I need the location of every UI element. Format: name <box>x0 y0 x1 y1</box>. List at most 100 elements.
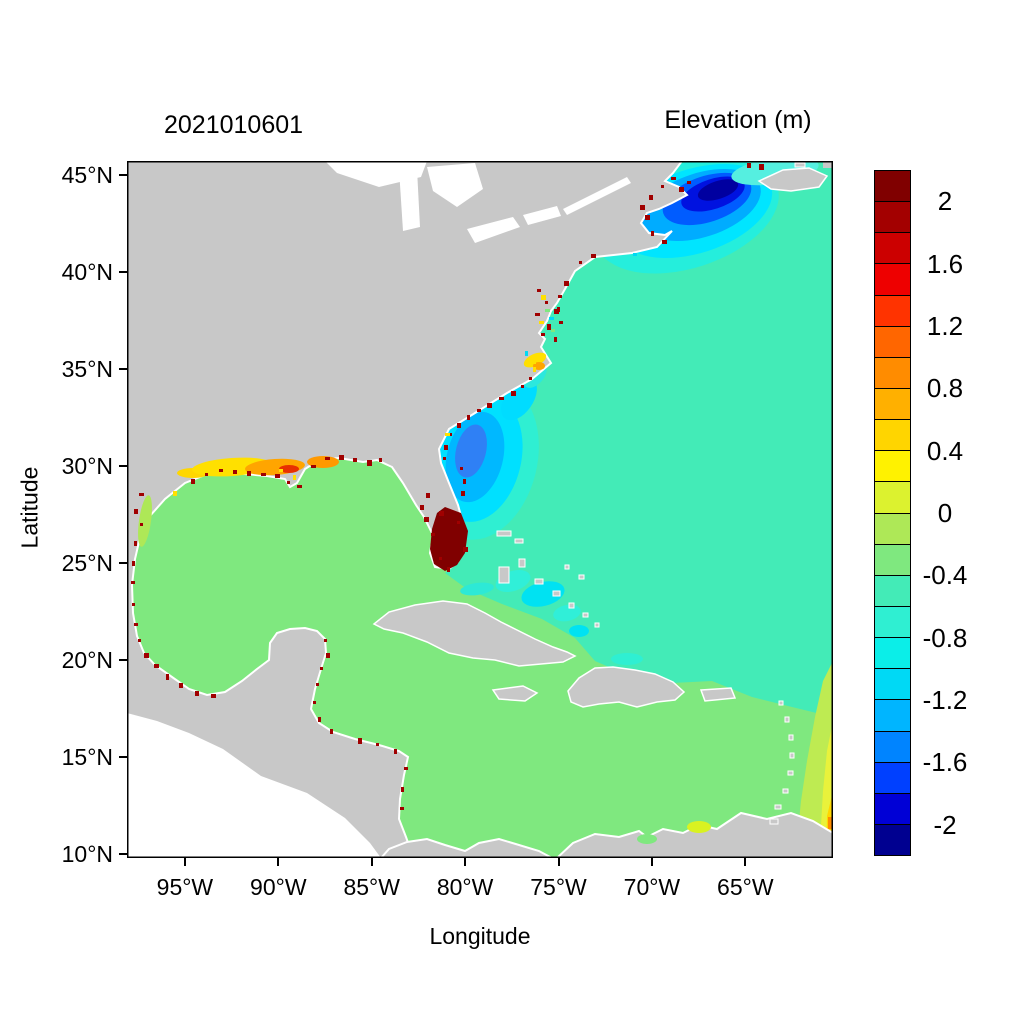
colorbar-segment <box>875 700 910 732</box>
speckle <box>138 639 141 642</box>
x-tick-mark <box>370 858 373 866</box>
islet <box>784 716 790 723</box>
land-cuba <box>372 600 577 667</box>
speckle <box>541 295 546 300</box>
speckle <box>651 231 654 236</box>
islet <box>496 530 512 537</box>
speckle <box>487 403 492 408</box>
x-tick-label: 95°W <box>156 874 214 900</box>
x-tick-mark <box>557 858 560 866</box>
colorbar-tick-label: 0 <box>937 498 953 528</box>
delta-red <box>279 465 299 473</box>
y-tick-label: 15°N <box>61 744 113 771</box>
colorbar-segment <box>875 513 910 545</box>
speckle <box>219 469 223 472</box>
speckle <box>633 253 637 256</box>
straits-cyan <box>460 582 494 596</box>
speckle <box>316 683 319 686</box>
speckle <box>353 458 357 462</box>
y-tick-label: 35°N <box>61 355 113 382</box>
small-islands <box>496 162 806 825</box>
islet <box>578 574 585 580</box>
y-tick-label: 30°N <box>61 452 113 479</box>
speckle <box>324 639 327 642</box>
y-tick-mark <box>119 659 127 662</box>
islet <box>534 578 544 585</box>
colorbar-segment <box>875 731 910 763</box>
land-panama <box>379 837 553 858</box>
colorbar-segment <box>875 420 910 452</box>
speckle <box>661 185 664 188</box>
y-tick-mark <box>119 270 127 273</box>
colorbar-segment <box>875 638 910 670</box>
islet <box>582 612 589 618</box>
y-tick-label: 20°N <box>61 647 113 674</box>
land-newfoundland <box>823 161 833 168</box>
speckle <box>449 433 452 436</box>
venezuela-green <box>637 834 657 844</box>
islet <box>782 788 789 794</box>
speckle <box>645 215 650 220</box>
speckle <box>559 321 563 324</box>
colorbar-tick-label: 0.8 <box>926 373 964 404</box>
speckle <box>313 701 316 704</box>
y-tick-mark <box>119 756 127 759</box>
speckle <box>477 409 481 412</box>
speckle <box>747 163 751 168</box>
colorbar-segment <box>875 669 910 701</box>
speckle <box>191 479 195 484</box>
x-tick-mark <box>277 858 280 866</box>
speckle <box>549 317 554 320</box>
colorbar-segment <box>875 264 910 296</box>
corner-orange <box>828 817 833 829</box>
x-tick-label: 85°W <box>343 874 400 900</box>
islet <box>789 752 795 759</box>
colorbar <box>874 170 911 856</box>
speckle <box>401 787 404 792</box>
speckle <box>545 301 548 304</box>
colorbar-tick-label: -2 <box>933 809 957 840</box>
speckle <box>376 743 379 746</box>
speckle <box>445 433 450 436</box>
speckle <box>439 511 444 516</box>
islet <box>564 564 570 570</box>
speckle <box>166 674 169 680</box>
elevation-title: Elevation (m) <box>664 106 812 134</box>
colorbar-segment <box>875 762 910 794</box>
speckle <box>134 509 138 514</box>
x-tick-label: 90°W <box>250 874 307 900</box>
islet <box>794 162 806 168</box>
speckle <box>233 470 237 474</box>
colorbar-tick-label: -0.4 <box>922 560 968 591</box>
speckle <box>447 567 450 572</box>
speckle <box>529 377 532 380</box>
colorbar-segment <box>875 606 910 639</box>
speckle <box>320 667 323 670</box>
colorbar-segment <box>875 793 910 825</box>
speckle <box>339 455 344 460</box>
colorbar-tick-label: 0.4 <box>926 435 964 466</box>
speckle <box>463 479 466 484</box>
x-axis-label: Longitude <box>429 923 531 949</box>
bank-cyan-3 <box>553 604 581 622</box>
speckle <box>431 533 435 536</box>
x-tick-mark <box>650 858 653 866</box>
speckle <box>591 254 596 258</box>
x-tick-label: 80°W <box>436 874 494 900</box>
speckle <box>439 557 442 560</box>
texas-coast-yellowgreen <box>138 495 152 547</box>
x-tick-mark <box>464 858 467 866</box>
speckle <box>205 473 208 476</box>
speckle <box>539 321 544 324</box>
speckle <box>558 295 562 298</box>
colorbar-segment <box>875 202 910 234</box>
colorbar-segment <box>875 295 910 327</box>
y-tick-label: 25°N <box>61 549 113 576</box>
islet <box>498 566 510 584</box>
speckle <box>444 445 448 450</box>
speckle <box>261 473 266 476</box>
y-tick-label: 10°N <box>61 841 113 868</box>
colorbar-tick-label: -1.6 <box>922 747 968 778</box>
speckle <box>649 195 653 200</box>
speckle <box>579 261 582 264</box>
